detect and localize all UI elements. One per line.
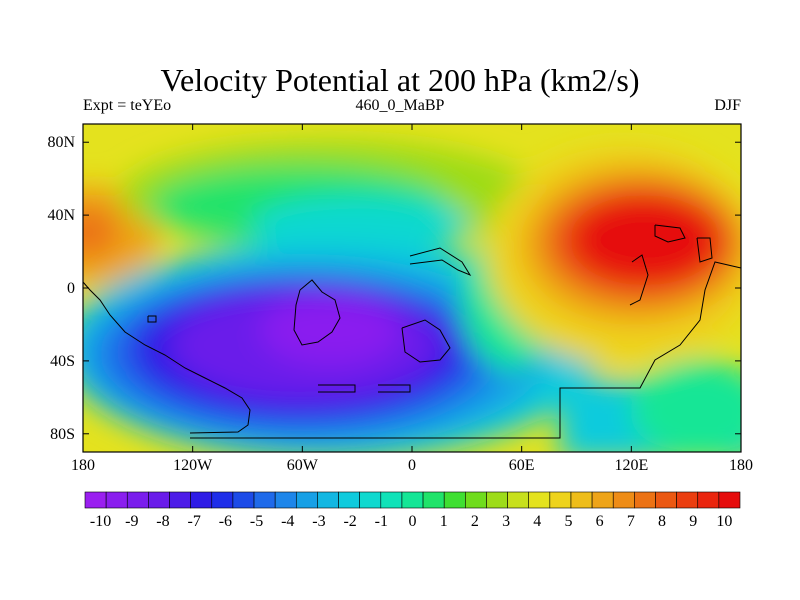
colorbar-box <box>718 491 741 509</box>
colorbar-label: 6 <box>596 513 604 530</box>
colorbar-box <box>549 491 572 509</box>
chart-title: Velocity Potential at 200 hPa (km2/s) <box>160 62 640 98</box>
x-tick-label: 60E <box>509 457 535 474</box>
colorbar-box <box>84 491 107 509</box>
colorbar-box <box>232 491 255 509</box>
colorbar-label: -1 <box>375 513 388 530</box>
colorbar-label: -9 <box>125 513 138 530</box>
y-tick-label: 40S <box>50 353 75 370</box>
colorbar-label: 9 <box>689 513 697 530</box>
colorbar-label: -8 <box>156 513 169 530</box>
colorbar-box <box>655 491 677 509</box>
colorbar-box <box>338 491 360 509</box>
x-tick-label: 180 <box>71 457 95 474</box>
colorbar-box <box>253 491 276 509</box>
colorbar-box <box>401 491 424 509</box>
colorbar-box <box>422 491 445 509</box>
colorbar-box <box>697 491 720 509</box>
colorbar-box <box>190 491 213 509</box>
colorbar-box <box>211 491 234 509</box>
coastline-asia <box>409 247 472 277</box>
x-tick-label: 120E <box>614 457 648 474</box>
y-tick-label: 0 <box>67 280 75 297</box>
coastline-africa <box>293 279 341 346</box>
coastline-south-america <box>82 281 251 434</box>
coastline-australia <box>401 319 451 363</box>
colorbar-label: 7 <box>627 513 635 530</box>
colorbar-label: 5 <box>564 513 572 530</box>
colorbar-box <box>676 491 699 509</box>
colorbar-box <box>443 491 466 509</box>
colorbar-label: -3 <box>312 513 325 530</box>
colorbar-box <box>634 491 656 509</box>
coastline-south-pacific <box>318 384 356 393</box>
colorbar-box <box>570 491 593 509</box>
colorbar-label: 3 <box>502 513 510 530</box>
colorbar-box <box>317 491 339 509</box>
colorbar-box <box>486 491 508 509</box>
colorbar-label: -10 <box>90 513 111 530</box>
x-tick-label: 120W <box>173 457 213 474</box>
colorbar-box <box>465 491 487 509</box>
colorbar-label: 2 <box>471 513 479 530</box>
colorbar-box <box>105 491 128 509</box>
x-tick-label: 0 <box>408 457 416 474</box>
experiment-label: Expt = teYEo <box>83 97 172 114</box>
colorbar-box <box>612 491 635 509</box>
colorbar-box <box>591 491 614 509</box>
colorbar-box <box>148 491 170 509</box>
colorbar: -10 -9 -8 -7 -6 -5 -4 -3 -2 -1 0 1 2 3 4 5 6 7 8 9 10 <box>84 491 741 530</box>
colorbar-box <box>169 491 191 509</box>
colorbar-label: -4 <box>281 513 294 530</box>
coastline-maritime-continent <box>654 224 686 243</box>
coastlines <box>82 224 742 439</box>
colorbar-box <box>274 491 297 509</box>
colorbar-box <box>528 491 551 509</box>
colorbar-box <box>295 491 318 509</box>
colorbar-box <box>380 491 403 509</box>
colorbar-box <box>507 491 530 509</box>
contour-field <box>83 124 741 452</box>
colorbar-label: -6 <box>219 513 232 530</box>
coastline-pacific-island <box>147 315 157 323</box>
colorbar-label: -7 <box>188 513 201 530</box>
x-tick-label: 60W <box>287 457 319 474</box>
y-axis: 80N 40N 0 40S 80S <box>47 134 741 443</box>
coastline-indochina <box>629 254 649 306</box>
colorbar-label: 8 <box>658 513 666 530</box>
colorbar-label: 0 <box>409 513 417 530</box>
x-axis: 180 120W 60W 0 60E 120E 180 <box>71 124 753 474</box>
colorbar-label: -5 <box>250 513 263 530</box>
y-tick-label: 80N <box>47 134 75 151</box>
y-tick-label: 40N <box>47 207 75 224</box>
coastline-east-asia <box>696 237 713 263</box>
colorbar-label: 1 <box>440 513 448 530</box>
y-tick-label: 80S <box>50 426 75 443</box>
colorbar-box <box>126 491 149 509</box>
x-tick-label: 180 <box>729 457 753 474</box>
time-label: 460_0_MaBP <box>355 97 445 114</box>
colorbar-label: 10 <box>716 513 732 530</box>
colorbar-label: 4 <box>533 513 541 530</box>
season-label: DJF <box>714 97 741 114</box>
coastline-south-atlantic-island <box>378 384 411 393</box>
colorbar-label: -2 <box>343 513 356 530</box>
colorbar-box <box>359 491 382 509</box>
coastline-antarctica <box>190 261 742 439</box>
